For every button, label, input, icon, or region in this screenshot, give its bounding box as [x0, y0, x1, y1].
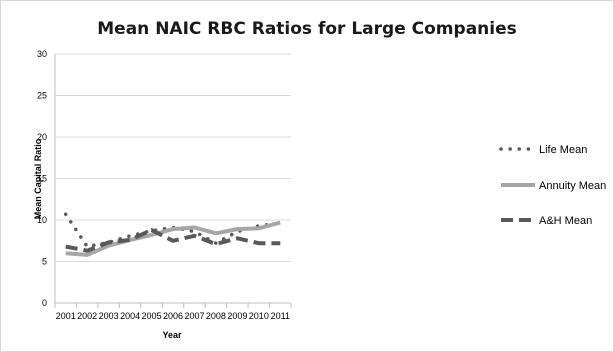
x-tick-label: 2002	[77, 311, 97, 321]
legend-label: Annuity Mean	[539, 180, 606, 192]
legend: Life Mean Annuity Mean A&H Mean	[499, 144, 606, 227]
x-tick-label: 2011	[271, 311, 290, 321]
y-axis-title: Mean Capital Ratio	[33, 138, 43, 219]
legend-label: A&H Mean	[539, 215, 592, 227]
axes: 0 5 10 15 20 25 30 2001 2002 2003 2004 2005 2006 2007…	[37, 49, 292, 321]
gridlines	[55, 53, 291, 262]
y-tick-label: 25	[37, 91, 47, 101]
y-tick-label: 15	[37, 174, 47, 184]
x-tick-label: 2004	[120, 311, 140, 321]
x-tick-label: 2003	[99, 311, 119, 321]
y-tick-label: 5	[42, 257, 47, 267]
series-line	[65, 220, 281, 257]
x-tick-label: 2008	[206, 311, 226, 321]
y-tick-label: 0	[42, 298, 47, 308]
y-tick-label: 20	[37, 132, 47, 142]
series	[63, 212, 283, 257]
x-tick-label: 2007	[184, 311, 204, 321]
x-tick-label: 2005	[142, 311, 162, 321]
y-tick-label: 10	[37, 215, 47, 225]
chart-title: Mean NAIC RBC Ratios for Large Companies	[97, 19, 517, 39]
y-tick-label: 30	[37, 49, 47, 59]
x-tick-label: 2001	[56, 311, 76, 321]
x-tick-label: 2006	[163, 311, 183, 321]
legend-label: Life Mean	[539, 144, 587, 156]
x-tick-label: 2009	[227, 311, 247, 321]
x-tick-label: 2010	[249, 311, 269, 321]
series-line	[65, 228, 281, 253]
x-axis-title: Year	[162, 330, 182, 340]
